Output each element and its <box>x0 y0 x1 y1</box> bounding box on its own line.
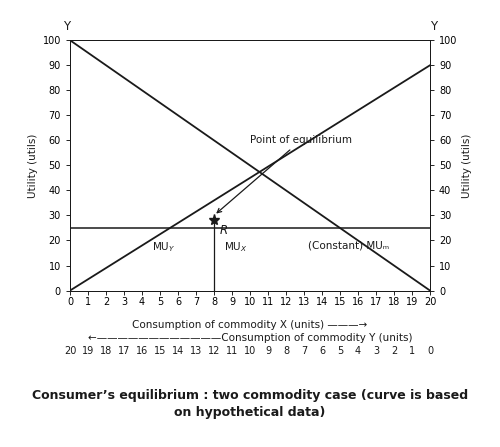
Text: 12: 12 <box>208 346 220 356</box>
Text: 9: 9 <box>265 346 271 356</box>
Text: 2: 2 <box>391 346 397 356</box>
Text: 14: 14 <box>172 346 184 356</box>
Text: 10: 10 <box>244 346 256 356</box>
Text: 20: 20 <box>64 346 76 356</box>
Text: 15: 15 <box>154 346 166 356</box>
Text: 7: 7 <box>301 346 307 356</box>
Text: Consumer’s equilibrium : two commodity case (curve is based
on hypothetical data: Consumer’s equilibrium : two commodity c… <box>32 389 468 419</box>
Text: 18: 18 <box>100 346 112 356</box>
Text: 5: 5 <box>337 346 343 356</box>
Text: (Constant) MUₘ: (Constant) MUₘ <box>308 240 390 250</box>
Text: 13: 13 <box>190 346 202 356</box>
Text: MU$_X$: MU$_X$ <box>224 240 248 254</box>
Text: 19: 19 <box>82 346 94 356</box>
Text: MU$_Y$: MU$_Y$ <box>152 240 176 254</box>
Text: 17: 17 <box>118 346 130 356</box>
Text: 8: 8 <box>283 346 289 356</box>
Text: 16: 16 <box>136 346 148 356</box>
Text: Y: Y <box>430 20 437 33</box>
Text: Y: Y <box>63 20 70 33</box>
Text: 3: 3 <box>373 346 379 356</box>
Text: Consumption of commodity X (units) ———→: Consumption of commodity X (units) ———→ <box>132 320 368 329</box>
Text: Point of equilibrium: Point of equilibrium <box>217 135 352 213</box>
Text: 1: 1 <box>409 346 415 356</box>
Text: ←————————————Consumption of commodity Y (units): ←————————————Consumption of commodity Y … <box>88 333 412 343</box>
Text: 4: 4 <box>355 346 361 356</box>
Y-axis label: Utility (utils): Utility (utils) <box>462 133 471 198</box>
Text: 11: 11 <box>226 346 238 356</box>
Text: 6: 6 <box>319 346 325 356</box>
Text: R: R <box>220 224 228 237</box>
Y-axis label: Utility (utils): Utility (utils) <box>28 133 38 198</box>
Text: 0: 0 <box>427 346 433 356</box>
